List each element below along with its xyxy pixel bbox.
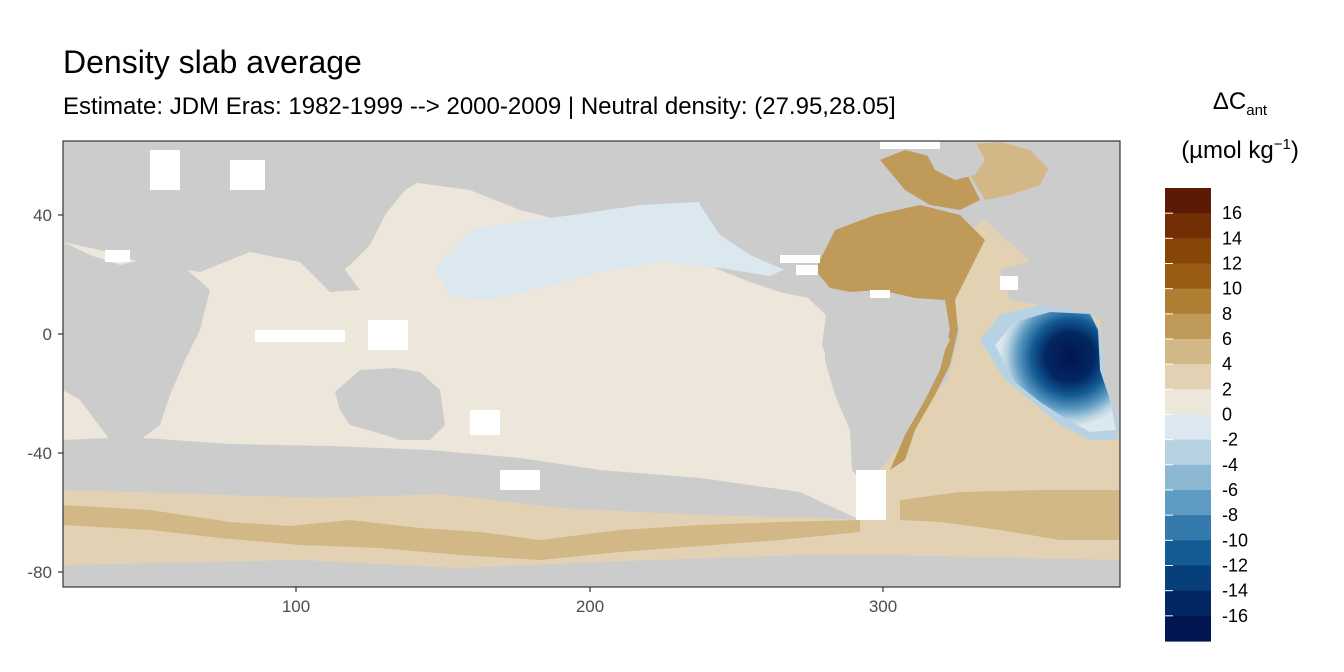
legend-unit: (µmol kg−1) (1150, 136, 1330, 165)
x-tick-label: 300 (869, 597, 897, 616)
greenland-land (920, 141, 985, 180)
legend-color-step (1165, 339, 1211, 365)
legend-symbol: ΔC (1212, 88, 1247, 115)
legend-break-label: -2 (1222, 430, 1238, 450)
west-africa-land (1000, 255, 1120, 312)
legend-break-label: 10 (1222, 279, 1242, 299)
y-tick-label: 0 (43, 325, 52, 344)
legend-color-step (1165, 238, 1211, 265)
legend-color-step (1165, 414, 1211, 441)
legend-unit-prefix: (µmol kg (1181, 137, 1274, 164)
panel-border (62, 140, 1121, 588)
legend-break-label: 2 (1222, 379, 1232, 399)
atlantic-base (876, 220, 1120, 520)
australia-land (335, 368, 445, 440)
plot-title: Density slab average (63, 44, 362, 80)
legend-color-step (1165, 464, 1211, 491)
southern-ocean-strong (63, 505, 860, 560)
legend-color-step (1165, 490, 1211, 516)
legend-color-step (1165, 540, 1211, 567)
legend-break-label: 14 (1222, 228, 1242, 248)
map-panel (63, 141, 1120, 587)
indo-pacific-region (63, 182, 876, 520)
legend-unit-suffix: ) (1290, 137, 1299, 164)
legend-break-label: -14 (1222, 581, 1248, 601)
legend-break-label: -16 (1222, 606, 1248, 626)
legend-color-step (1165, 288, 1211, 315)
legend-color-step (1165, 439, 1211, 466)
legend-break-label: 12 (1222, 254, 1242, 274)
legend-color-step (1165, 263, 1211, 290)
north-america-land (690, 141, 900, 275)
legend-break-label: 4 (1222, 354, 1232, 374)
legend-colorbar (1165, 188, 1211, 642)
legend-unit-sup: −1 (1273, 136, 1291, 153)
x-tick-label: 100 (282, 597, 310, 616)
legend-color-step (1165, 515, 1211, 541)
plot-subtitle: Estimate: JDM Eras: 1982-1999 --> 2000-2… (63, 93, 896, 120)
y-tick-label: -80 (27, 563, 52, 582)
legend-color-step (1165, 590, 1211, 617)
legend-break-label: 16 (1222, 203, 1242, 223)
legend-color-step (1165, 389, 1211, 416)
legend-color-step (1165, 188, 1211, 214)
legend-color-step (1165, 364, 1211, 390)
antarctica-land (63, 555, 1120, 587)
east-atlantic-core (995, 312, 1116, 432)
africa-land (63, 242, 210, 440)
south-america-land (825, 300, 950, 480)
legend-break-label: -4 (1222, 455, 1238, 475)
axis-ticks (58, 214, 884, 592)
y-tick-label: -40 (27, 444, 52, 463)
legend-title: ΔCant (1150, 88, 1330, 119)
legend-break-label: -6 (1222, 480, 1238, 500)
missing-data (105, 141, 1018, 520)
legend-labels: 16 14 12 10 8 6 4 2 0 -2 -4 -6 -8 -10 -12 -14 -16 (1222, 203, 1248, 626)
y-tick-label: 40 (33, 206, 52, 225)
legend-subscript: ant (1246, 101, 1268, 119)
legend-color-step (1165, 313, 1211, 340)
europe-land (1030, 141, 1120, 260)
legend-color-step (1165, 565, 1211, 592)
north-pacific-region (435, 202, 805, 300)
legend-color-step (1165, 615, 1211, 642)
north-atlantic-region (815, 205, 985, 470)
legend-break-label: -10 (1222, 530, 1248, 550)
legend-color-step (1165, 213, 1211, 239)
legend-break-label: -12 (1222, 556, 1248, 576)
legend-break-label: 8 (1222, 304, 1232, 324)
legend-break-label: 6 (1222, 329, 1232, 349)
weddell-region (900, 490, 1120, 540)
legend-break-label: -8 (1222, 505, 1238, 525)
x-tick-label: 200 (576, 597, 604, 616)
legend-break-label: 0 (1222, 405, 1232, 425)
